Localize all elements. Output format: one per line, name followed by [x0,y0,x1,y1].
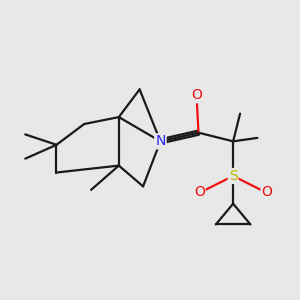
Text: O: O [262,184,272,199]
Text: O: O [191,88,202,102]
Text: N: N [155,134,166,148]
Text: S: S [229,169,238,183]
Text: O: O [194,184,205,199]
